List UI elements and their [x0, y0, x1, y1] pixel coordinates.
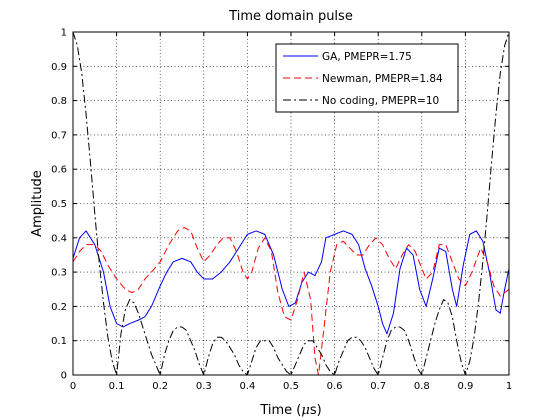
y-tick-label: 0.9	[51, 62, 67, 73]
legend-label-newman: Newman, PMEPR=1.84	[322, 73, 443, 85]
x-tick-label: 1	[506, 381, 512, 392]
legend-label-no-coding: No coding, PMEPR=10	[322, 95, 439, 107]
ticks: 0 0.1 0.2 0.3 0.4 0.5 0.6 0.7 0.8 0.9 1 0 0.1 0.2 0.3 0…	[51, 28, 512, 393]
series-line-no-coding	[73, 32, 509, 375]
y-tick-label: 0.1	[51, 336, 67, 347]
y-tick-label: 0.6	[51, 165, 67, 176]
y-tick-label: 0.2	[51, 302, 67, 313]
y-tick-label: 0.7	[51, 130, 67, 141]
x-tick-label: 0	[70, 381, 76, 392]
legend: GA, PMEPR=1.75 Newman, PMEPR=1.84 No codin…	[275, 43, 459, 113]
series-line-newman	[73, 227, 509, 375]
x-tick-label: 0.4	[239, 381, 255, 392]
y-tick-label: 0.4	[51, 233, 67, 244]
x-axis-label: Time (μs)	[259, 403, 321, 418]
y-tick-label: 0.8	[51, 96, 67, 107]
x-tick-label: 0.5	[283, 381, 299, 392]
x-tick-label: 0.2	[152, 381, 168, 392]
x-axis-label-mu: μ	[301, 403, 309, 418]
series-layer	[73, 32, 509, 375]
x-tick-label: 0.3	[196, 381, 212, 392]
x-tick-label: 0.7	[370, 381, 386, 392]
y-tick-label: 0.5	[51, 199, 67, 210]
x-tick-label: 0.8	[414, 381, 430, 392]
chart-title: Time domain pulse	[228, 9, 353, 24]
x-tick-label: 0.1	[109, 381, 125, 392]
x-tick-label: 0.9	[457, 381, 473, 392]
y-tick-label: 0.3	[51, 268, 67, 279]
x-tick-label: 0.6	[327, 381, 343, 392]
y-tick-label: 1	[61, 28, 67, 39]
y-tick-label: 0	[61, 371, 67, 382]
series-line-ga	[73, 230, 509, 335]
y-axis-label: Amplitude	[30, 170, 45, 237]
legend-label-ga: GA, PMEPR=1.75	[322, 51, 412, 63]
